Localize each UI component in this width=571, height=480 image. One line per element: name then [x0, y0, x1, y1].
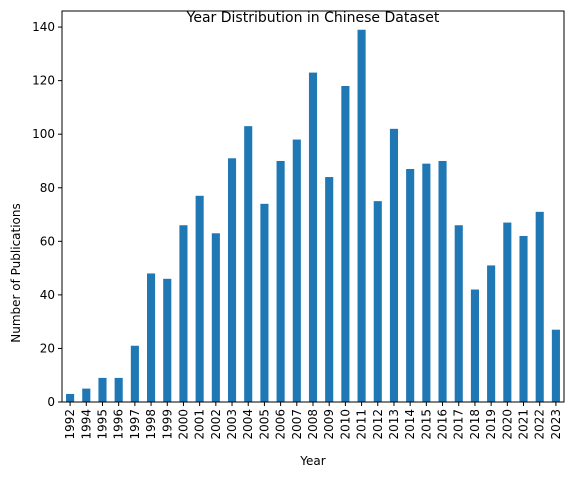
x-tick-label: 1992	[63, 409, 77, 440]
x-tick-label: 2005	[257, 409, 271, 440]
y-tick-label: 40	[40, 288, 55, 302]
bar-1995	[98, 377, 107, 402]
chart-title: Year Distribution in Chinese Dataset	[186, 10, 440, 26]
x-tick-label: 2000	[176, 409, 190, 440]
x-tick-label: 1996	[112, 409, 126, 440]
bar-2016	[438, 160, 447, 402]
y-axis-ticks: 0 20 40 60 80 100 120 140	[32, 20, 62, 409]
bar-2000	[179, 225, 188, 402]
x-tick-label: 2003	[225, 409, 239, 440]
y-tick-label: 20	[40, 341, 55, 355]
bar-2018	[470, 289, 479, 402]
x-tick-label: 2008	[306, 409, 320, 440]
bar-2007	[292, 139, 301, 402]
x-tick-label: 2018	[468, 409, 482, 440]
x-tick-label: 2014	[403, 409, 417, 440]
x-tick-label: 2017	[452, 409, 466, 440]
bar-2022	[535, 211, 544, 402]
bar-2023	[551, 329, 560, 402]
bar-2020	[503, 222, 512, 402]
bar-2021	[519, 235, 528, 402]
bar-2012	[373, 201, 382, 402]
y-tick-label: 60	[40, 234, 55, 248]
y-tick-label: 80	[40, 181, 55, 195]
y-tick-label: 120	[32, 74, 55, 88]
x-tick-label: 2022	[533, 409, 547, 440]
x-tick-label: 1997	[128, 409, 142, 440]
bar-2002	[211, 233, 220, 402]
x-tick-label: 2013	[387, 409, 401, 440]
bar-1996	[114, 377, 123, 402]
x-tick-label: 2021	[517, 409, 531, 440]
x-tick-label: 2002	[209, 409, 223, 440]
x-tick-label: 2006	[274, 409, 288, 440]
bar-1997	[130, 345, 139, 402]
x-tick-label: 1995	[95, 409, 109, 440]
bar-2017	[454, 225, 463, 402]
x-tick-label: 2016	[436, 409, 450, 440]
x-tick-label: 2007	[290, 409, 304, 440]
x-tick-label: 2023	[549, 409, 563, 440]
x-tick-label: 2010	[338, 409, 352, 440]
bar-2009	[325, 177, 334, 402]
bar-2019	[487, 265, 496, 402]
x-tick-label: 2001	[193, 409, 207, 440]
bar-2014	[406, 169, 415, 402]
x-tick-label: 2009	[322, 409, 336, 440]
bars	[66, 29, 560, 403]
bar-1998	[147, 273, 156, 402]
x-tick-label: 2019	[484, 409, 498, 440]
x-tick-label: 2011	[355, 409, 369, 440]
bar-2010	[341, 85, 350, 402]
bar-2008	[308, 72, 318, 403]
bar-2004	[244, 126, 253, 402]
bar-2005	[260, 203, 269, 402]
x-tick-label: 2015	[419, 409, 433, 440]
bar-2006	[276, 160, 285, 402]
x-tick-label: 1999	[160, 409, 174, 440]
bar-2011	[357, 29, 366, 402]
bar-2001	[195, 195, 204, 402]
x-axis-label: Year	[299, 454, 325, 468]
bar-1994	[82, 388, 91, 402]
bar-2003	[227, 158, 237, 402]
x-tick-label: 2020	[500, 409, 514, 440]
bar-1999	[163, 278, 172, 402]
y-tick-label: 0	[47, 395, 55, 409]
x-axis-ticks: 1992 1994 1995 1996 1997 1998 1999 2000 2001 2002…	[63, 402, 563, 440]
x-tick-label: 2004	[241, 409, 255, 440]
x-tick-label: 1998	[144, 409, 158, 440]
y-tick-label: 100	[32, 127, 55, 141]
bar-1992	[66, 393, 75, 402]
x-tick-label: 2012	[371, 409, 385, 440]
y-tick-label: 140	[32, 20, 55, 34]
x-tick-label: 1994	[79, 409, 93, 440]
y-axis-label: Number of Publications	[9, 203, 23, 343]
bar-2013	[389, 128, 399, 402]
bar-2015	[422, 163, 431, 402]
plot-frame	[61, 10, 565, 403]
